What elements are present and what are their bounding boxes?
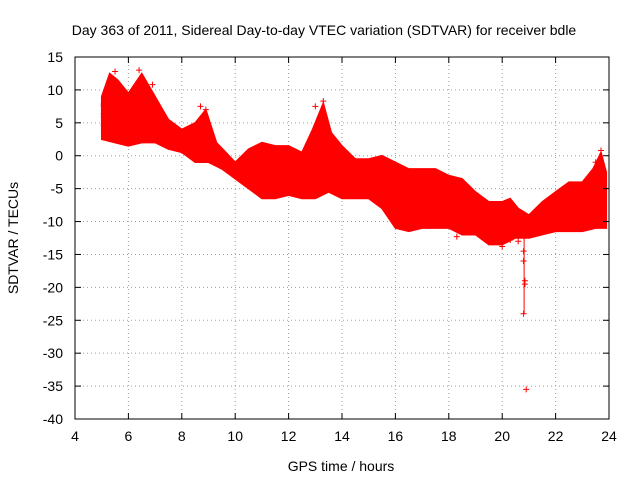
y-axis-label: SDTVAR / TECUs — [5, 182, 21, 294]
x-tick-label: 24 — [601, 428, 617, 444]
data-point — [202, 106, 209, 113]
x-tick-label: 14 — [334, 428, 350, 444]
data-point — [521, 281, 528, 288]
y-tick-label: -20 — [43, 279, 63, 295]
y-tick-label: -25 — [43, 312, 63, 328]
band-strand — [100, 108, 605, 236]
y-tick-label: 10 — [47, 82, 63, 98]
y-tick-label: -40 — [43, 411, 63, 427]
data-point — [507, 236, 514, 243]
data-point — [136, 67, 143, 74]
x-tick-label: 10 — [227, 428, 243, 444]
x-tick-label: 8 — [178, 428, 186, 444]
band-strand — [100, 81, 605, 224]
x-tick-label: 20 — [494, 428, 510, 444]
sdtvar-band-strands — [100, 78, 605, 245]
x-tick-label: 6 — [125, 428, 133, 444]
band-strand — [100, 83, 605, 224]
data-point — [453, 233, 460, 240]
x-axis-label: GPS time / hours — [288, 458, 395, 474]
band-strand — [100, 78, 605, 225]
data-point — [320, 98, 327, 105]
data-point — [499, 243, 506, 250]
band-strand — [100, 94, 605, 231]
data-point — [515, 238, 522, 245]
y-tick-label: 15 — [47, 49, 63, 65]
x-tick-label: 12 — [281, 428, 297, 444]
chart-title: Day 363 of 2011, Sidereal Day-to-day VTE… — [72, 22, 577, 38]
y-tick-label: -30 — [43, 345, 63, 361]
axis-ticks — [74, 56, 610, 420]
data-point — [149, 81, 156, 88]
x-tick-labels: 4 6 8 10 12 14 16 18 20 22 24 — [71, 428, 617, 444]
band-strand — [100, 86, 605, 226]
y-tick-label: 5 — [55, 115, 63, 131]
data-point — [523, 386, 530, 393]
x-tick-label: 4 — [71, 428, 79, 444]
y-tick-label: -10 — [43, 214, 63, 230]
data-point — [520, 258, 527, 265]
data-point — [597, 147, 604, 154]
data-point — [101, 96, 108, 103]
data-point — [112, 68, 119, 75]
y-tick-label: -5 — [51, 181, 64, 197]
data-point — [520, 248, 527, 255]
y-tick-label: -35 — [43, 378, 63, 394]
x-tick-label: 18 — [441, 428, 457, 444]
data-point — [520, 310, 527, 317]
y-tick-label: 0 — [55, 148, 63, 164]
data-series — [100, 67, 608, 393]
data-point — [592, 159, 599, 166]
sdtvar-markers — [101, 67, 604, 393]
data-point — [197, 103, 204, 110]
y-tick-labels: 15 10 5 0 -5 -10 -15 -20 -25 -30 -35 -40 — [43, 49, 63, 427]
x-tick-label: 22 — [548, 428, 564, 444]
x-tick-label: 16 — [388, 428, 404, 444]
data-point — [312, 103, 319, 110]
y-tick-label: -15 — [43, 246, 63, 262]
